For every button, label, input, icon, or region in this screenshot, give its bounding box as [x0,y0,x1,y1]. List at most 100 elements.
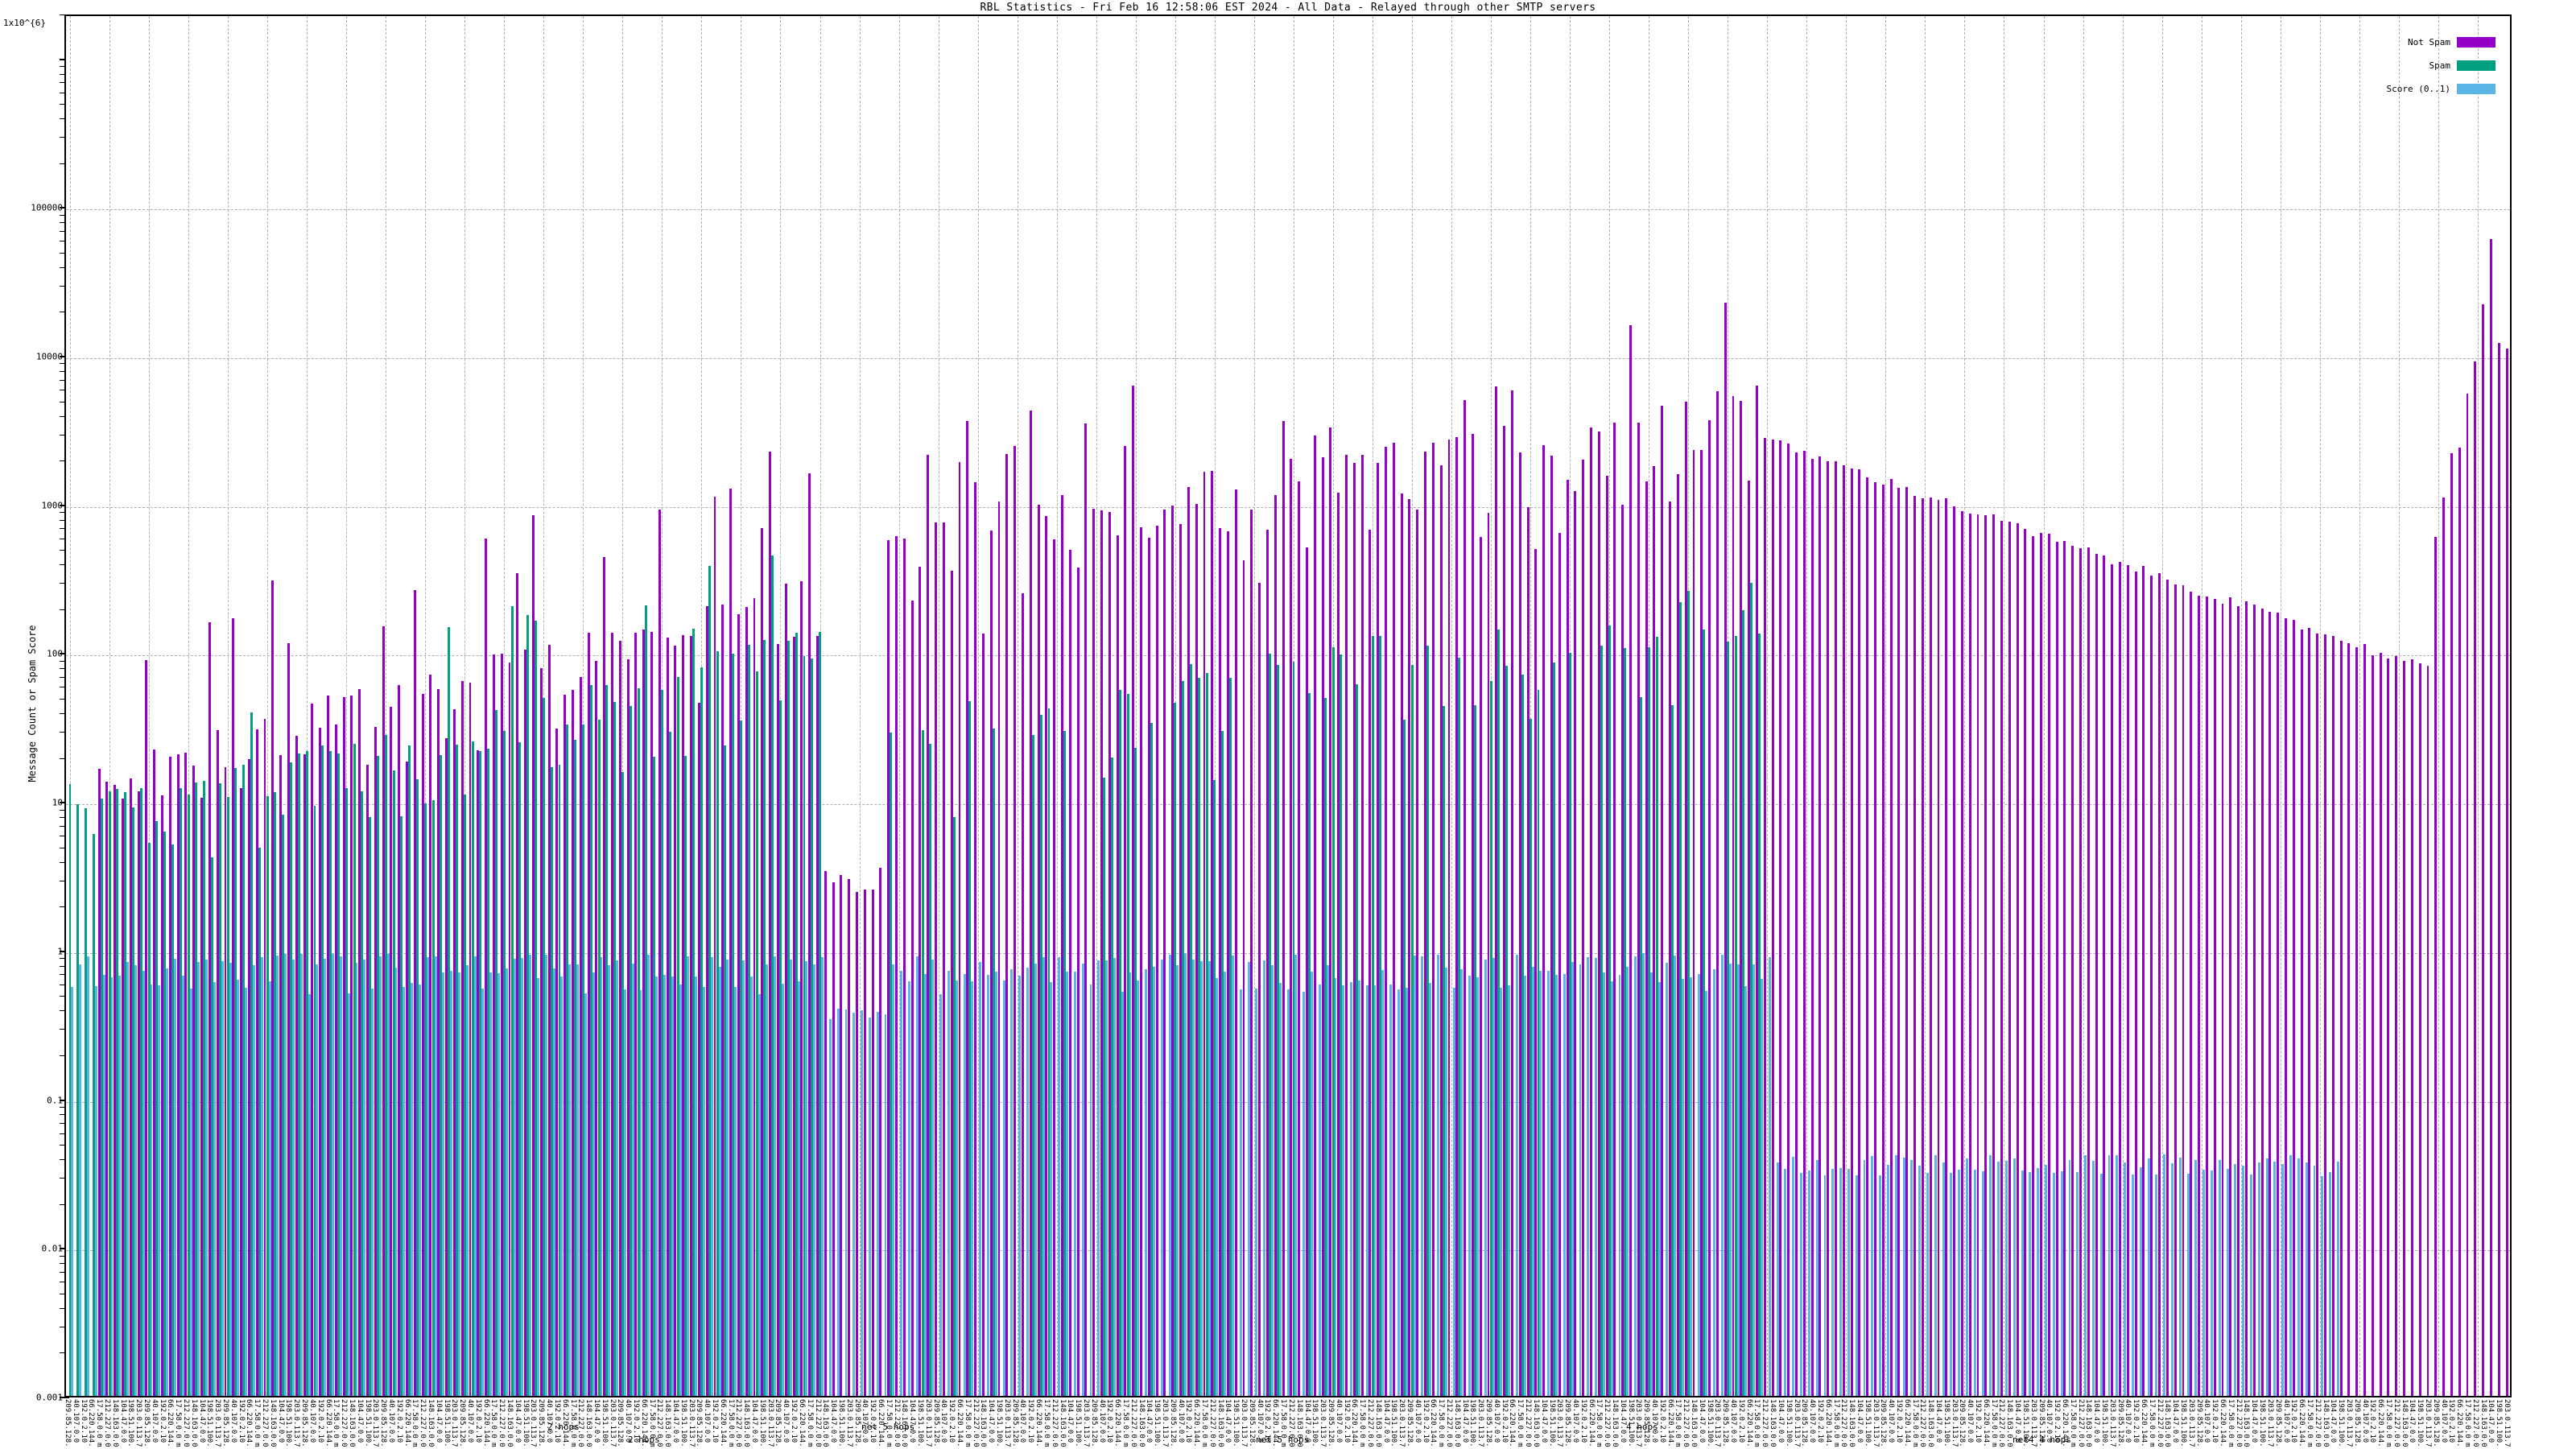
bar-score [987,975,989,1396]
bar-score [237,979,240,1396]
bar-not-spam [1929,497,1932,1396]
bar-not-spam [1439,465,1443,1396]
bar-not-spam [1132,385,1135,1396]
bar-not-spam [2458,447,2461,1396]
x-hop-annotation: 4 hops [1626,1422,1658,1432]
bar-not-spam [1100,510,1103,1396]
bar-spam [1229,678,1232,1396]
bar-not-spam [1471,434,1474,1396]
bar-not-spam [1487,513,1490,1396]
bar-score [2289,1154,2293,1396]
bar-score [1421,956,1424,1396]
bar-spam [747,644,750,1396]
bar-score [1081,963,1084,1396]
y-minor-tick [60,137,65,138]
bar-not-spam [1976,514,1979,1396]
bar-not-spam [437,688,440,1396]
bar-spam [1371,636,1374,1396]
bar-score [2139,1167,2142,1396]
bar-score [2329,1172,2332,1396]
bar-not-spam [208,621,211,1396]
bar-score [1761,979,1763,1396]
bar-score [2186,1173,2190,1396]
bar-spam [502,730,506,1396]
bar-score [94,985,97,1396]
bar-not-spam [1258,583,1261,1396]
bar-spam [755,671,758,1396]
bar-score [205,960,208,1396]
bar-not-spam [469,683,472,1396]
bar-score [1776,1162,1779,1396]
bar-not-spam [1763,437,1766,1396]
bar-not-spam [769,452,772,1396]
bar-not-spam [1084,423,1088,1396]
bar-spam [242,764,246,1396]
bar-spam [1118,690,1121,1396]
bar-spam [684,755,687,1396]
bar-spam [1426,645,1430,1396]
bar-not-spam [2055,541,2058,1396]
bar-score [1191,959,1195,1396]
bar-score [2297,1158,2300,1396]
bar-not-spam [1076,568,1080,1396]
bar-spam [771,555,774,1396]
bar-score [1736,964,1740,1396]
bar-not-spam [863,889,866,1396]
bar-score [734,987,737,1396]
bar-score [355,963,358,1396]
bar-spam [495,709,498,1396]
bar-score [118,976,122,1396]
bar-score [229,963,232,1396]
bar-not-spam [1298,481,1301,1396]
bar-spam [282,815,285,1396]
y-tick-label: 100000 [31,202,63,213]
bar-spam [1608,625,1611,1396]
bar-score [79,964,82,1396]
bar-not-spam [2418,663,2421,1396]
bar-score [1610,980,1613,1396]
bar-score [2116,1154,2119,1396]
bar-spam [250,712,254,1396]
bar-score [1373,985,1377,1396]
y-minor-tick [60,1271,65,1273]
bar-spam [518,741,522,1396]
bar-not-spam [2442,497,2446,1396]
bar-score [1831,1169,1835,1396]
bar-not-spam [1534,549,1538,1396]
bar-not-spam [1416,509,1419,1396]
bar-spam [376,756,379,1396]
bar-not-spam [902,539,906,1396]
bar-score [1500,988,1503,1396]
bar-spam [724,745,727,1396]
bar-spam [124,791,127,1396]
bar-not-spam [1582,459,1585,1396]
bar-not-spam [1250,509,1253,1396]
bar-score [923,974,927,1396]
bar-not-spam [1590,427,1592,1396]
bar-spam [542,697,545,1396]
bar-not-spam [2087,547,2090,1396]
bar-score [2029,1172,2032,1396]
bar-spam [290,762,293,1396]
bar-not-spam [2047,533,2050,1396]
y-minor-tick [60,73,65,75]
bar-score [102,975,105,1396]
bar-score [213,981,216,1396]
bar-not-spam [1447,440,1451,1396]
bar-score [1365,985,1368,1396]
bar-score [1042,956,1045,1396]
bar-not-spam [572,690,574,1396]
bar-spam [1308,692,1311,1396]
bar-spam [456,745,458,1396]
bar-not-spam [1385,447,1387,1396]
bar-spam [1410,665,1414,1396]
y-minor-tick [60,825,65,827]
bar-spam [1726,642,1729,1396]
bar-not-spam [500,653,503,1396]
bar-not-spam [327,696,329,1396]
bar-spam [1686,591,1690,1396]
bar-not-spam [114,785,117,1396]
y-minor-tick [60,1263,65,1265]
bar-score [1934,1155,1937,1396]
bar-score [2281,1163,2285,1396]
